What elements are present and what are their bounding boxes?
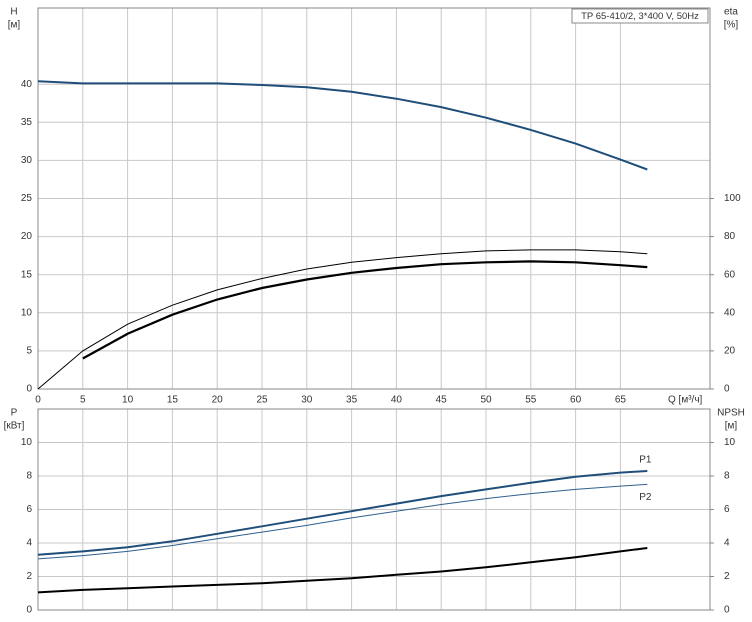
x-tick-label: 0 [35, 395, 41, 406]
curve [37, 80, 648, 171]
y2-axis-label: NPSH [717, 408, 745, 419]
x-tick-label: 40 [391, 395, 403, 406]
x-axis-label: Q [м³/ч] [668, 395, 703, 406]
curve [82, 260, 648, 360]
curve [37, 470, 648, 556]
y2-tick-label: 6 [724, 504, 730, 515]
x-tick-label: 15 [167, 395, 179, 406]
y-tick-label: 0 [26, 605, 32, 616]
x-tick-label: 50 [480, 395, 492, 406]
y2-tick-label: 20 [724, 346, 736, 357]
series-label: P2 [639, 492, 652, 503]
y2-tick-label: 4 [724, 538, 730, 549]
y-tick-label: 4 [26, 538, 32, 549]
curve [37, 249, 648, 390]
title-box [571, 8, 709, 24]
y2-tick-label: 0 [724, 384, 730, 395]
y-axis-label: P [11, 408, 18, 419]
y2-tick-label: 0 [724, 605, 730, 616]
y-tick-label: 10 [21, 437, 33, 448]
y-tick-label: 25 [21, 193, 33, 204]
y2-tick-label: 2 [724, 571, 730, 582]
y2-tick-label: 10 [724, 437, 736, 448]
y-tick-label: 30 [21, 155, 33, 166]
y-tick-label: 10 [21, 307, 33, 318]
y2-tick-label: 40 [724, 307, 736, 318]
y-tick-label: 8 [26, 471, 32, 482]
y-tick-label: 6 [26, 504, 32, 515]
y-tick-label: 35 [21, 117, 33, 128]
series-label: P1 [639, 455, 652, 466]
x-tick-label: 35 [346, 395, 358, 406]
y2-axis-unit: [%] [724, 20, 739, 31]
x-tick-label: 25 [256, 395, 268, 406]
y2-tick-label: 8 [724, 471, 730, 482]
y-tick-label: 15 [21, 269, 33, 280]
y2-tick-label: 100 [724, 193, 741, 204]
y2-tick-label: 80 [724, 231, 736, 242]
x-tick-label: 45 [436, 395, 448, 406]
y2-tick-label: 60 [724, 269, 736, 280]
x-tick-label: 30 [301, 395, 313, 406]
x-tick-label: 20 [212, 395, 224, 406]
y-tick-label: 2 [26, 571, 32, 582]
y2-axis-label: eta [724, 7, 738, 18]
y-tick-label: 40 [21, 79, 33, 90]
x-tick-label: 10 [122, 395, 134, 406]
curve [37, 547, 648, 594]
plot-frame [37, 408, 711, 611]
chart-title: TP 65-410/2, 3*400 V, 50Hz [581, 11, 699, 22]
plot-frame [37, 7, 711, 390]
x-tick-label: 55 [525, 395, 537, 406]
y-axis-unit: [м] [8, 20, 21, 31]
x-tick-label: 5 [80, 395, 86, 406]
x-tick-label: 60 [570, 395, 582, 406]
curve [37, 483, 648, 560]
y-axis-label: H [10, 7, 17, 18]
y2-axis-unit: [м] [725, 421, 738, 432]
y-tick-label: 0 [26, 384, 32, 395]
x-tick-label: 65 [615, 395, 627, 406]
y-tick-label: 5 [26, 346, 32, 357]
y-tick-label: 20 [21, 231, 33, 242]
y-axis-unit: [кВт] [4, 421, 25, 432]
